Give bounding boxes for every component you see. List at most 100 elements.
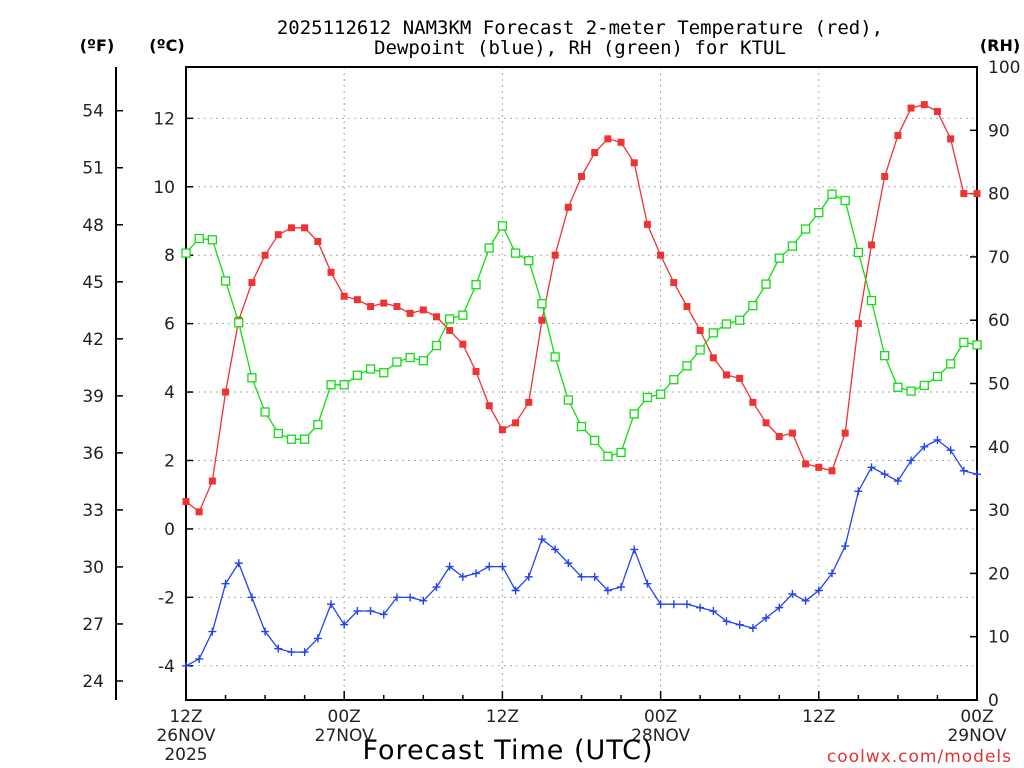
2-meter-temperature-point: [894, 131, 902, 139]
fahrenheit-tick-label: 39: [82, 387, 104, 407]
2-meter-temperature-point: [617, 138, 625, 146]
relative-humidity-point: [299, 434, 310, 444]
relative-humidity-point: [220, 276, 231, 286]
rh-tick-label: 40: [988, 438, 1010, 458]
dewpoint-point: [379, 610, 388, 619]
2-meter-temperature-point: [762, 419, 770, 427]
chart-title-line2: Dewpoint (blue), RH (green) for KTUL: [374, 37, 786, 59]
2-meter-temperature-point: [406, 309, 414, 317]
dewpoint-point: [537, 535, 546, 544]
2-meter-temperature-point: [432, 313, 440, 321]
dewpoint-point: [261, 627, 270, 636]
dewpoint-point: [827, 569, 836, 578]
dewpoint-point: [735, 620, 744, 629]
2-meter-temperature-point: [591, 149, 599, 157]
tick-labels: 2427303336394245485154-4-202468101201020…: [82, 58, 1020, 765]
dewpoint-point: [933, 435, 942, 444]
dewpoint-point: [458, 572, 467, 581]
2-meter-temperature-point: [630, 159, 638, 167]
dewpoint-point: [247, 593, 256, 602]
relative-humidity-point: [590, 435, 600, 446]
dewpoint-point: [973, 470, 981, 479]
chart-title-line1: 2025112612 NAM3KM Forecast 2-meter Tempe…: [277, 17, 883, 39]
dewpoint-point: [274, 644, 283, 653]
dewpoint-point: [485, 562, 494, 571]
2-meter-temperature-point: [723, 371, 731, 379]
2-meter-temperature-point: [802, 460, 810, 468]
dewpoint-point: [221, 579, 230, 588]
dewpoint-point: [907, 456, 916, 465]
dewpoint-point: [630, 545, 639, 554]
credit-link[interactable]: coolwx.com/models: [827, 747, 1012, 767]
relative-humidity-point: [418, 356, 428, 366]
dewpoint-point: [762, 613, 771, 622]
relative-humidity-point: [932, 371, 943, 382]
dewpoint-point: [577, 572, 586, 581]
dewpoint-point: [551, 545, 560, 554]
dewpoint-point: [353, 607, 362, 616]
2-meter-temperature-point: [512, 419, 520, 427]
celsius-unit-label: (ºC): [149, 36, 184, 55]
relative-humidity-point: [840, 195, 850, 206]
2-meter-temperature-point: [933, 107, 941, 115]
fahrenheit-tick-label: 51: [82, 159, 104, 179]
relative-humidity-point: [365, 364, 376, 374]
2-meter-temperature-point: [327, 268, 335, 276]
relative-humidity-point: [524, 256, 534, 266]
2-meter-temperature-point: [301, 224, 309, 232]
relative-humidity-point: [655, 389, 666, 399]
relative-humidity-point: [234, 318, 244, 328]
2-meter-temperature-point: [485, 402, 493, 410]
2-meter-temperature-point: [538, 316, 546, 324]
dewpoint-point: [814, 586, 823, 595]
relative-humidity-point: [853, 247, 863, 258]
relative-humidity-point: [972, 340, 982, 350]
dewpoint-point: [208, 627, 217, 636]
dewpoint-point: [287, 648, 296, 657]
dewpoint-point: [788, 589, 797, 598]
dewpoint-point: [234, 559, 243, 568]
rh-tick-label: 100: [988, 58, 1020, 78]
fahrenheit-tick-label: 30: [82, 558, 104, 578]
2-meter-temperature-point: [498, 426, 506, 434]
dewpoint-point: [419, 596, 428, 605]
2-meter-temperature-point: [287, 224, 295, 232]
celsius-tick-label: 10: [153, 178, 175, 198]
2-meter-temperature-point: [696, 326, 704, 334]
dewpoint-point: [880, 470, 889, 479]
dewpoint-point: [959, 466, 968, 475]
dewpoint-point: [722, 617, 731, 626]
2-meter-temperature-point: [274, 231, 282, 239]
relative-humidity-point: [695, 345, 705, 355]
relative-humidity-point: [550, 352, 560, 362]
celsius-tick-label: 8: [164, 246, 175, 266]
dewpoint-line: [185, 439, 978, 667]
2-meter-temperature-point: [367, 303, 375, 311]
dewpoint-point: [445, 562, 454, 571]
x-tick-date-label: 27NOV: [315, 726, 374, 746]
2-meter-temperature-point: [828, 467, 836, 475]
dewpoint-point: [946, 446, 955, 455]
relative-humidity-point: [247, 373, 257, 383]
rh-tick-label: 20: [988, 564, 1010, 584]
x-tick-time-label: 00Z: [644, 707, 677, 727]
dewpoint-point: [656, 600, 665, 609]
x-tick-time-label: 00Z: [960, 707, 993, 727]
celsius-tick-label: 0: [164, 520, 175, 540]
relative-humidity-point: [880, 350, 890, 361]
relative-humidity-point: [313, 419, 323, 430]
dewpoint-point: [300, 648, 309, 657]
relative-humidity-point: [642, 392, 653, 403]
relative-humidity-point: [431, 340, 442, 351]
relative-humidity-point: [576, 421, 587, 432]
2-meter-temperature-point: [736, 374, 744, 382]
dewpoint-point: [801, 596, 810, 605]
fahrenheit-unit-label: (ºF): [80, 36, 115, 55]
dewpoint-point: [564, 559, 573, 568]
dewpoint-point: [590, 572, 599, 581]
2-meter-temperature-point: [380, 299, 388, 307]
2-meter-temperature-point: [393, 303, 401, 311]
2-meter-temperature-point: [881, 172, 889, 180]
2-meter-temperature-point: [314, 238, 322, 246]
